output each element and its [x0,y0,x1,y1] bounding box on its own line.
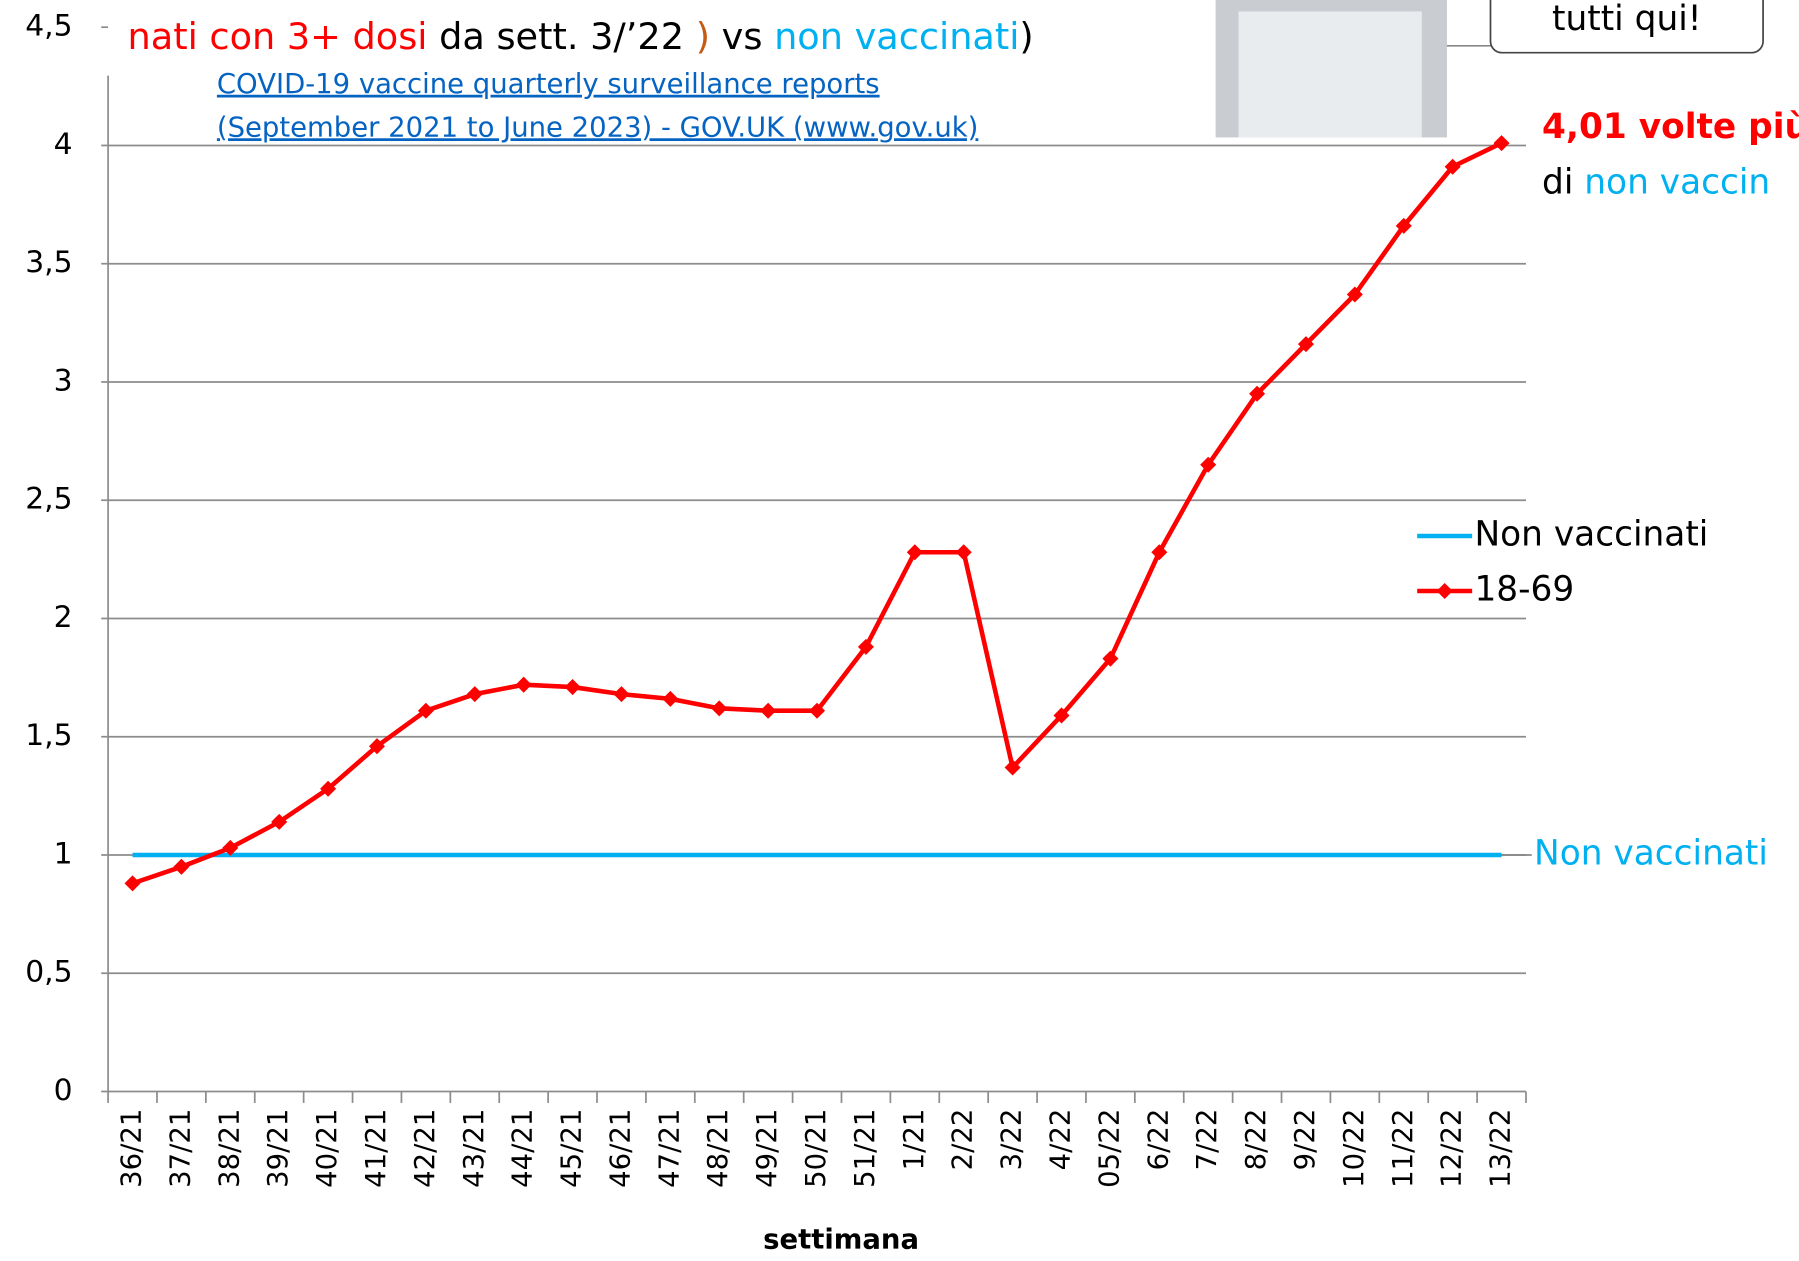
title-part: non vaccinati [774,14,1019,57]
data-marker [467,686,483,702]
data-marker [711,700,727,716]
data-marker [1494,135,1510,151]
y-tick-label: 1 [54,836,73,871]
x-axis-title: settimana [763,1223,919,1255]
x-tick-label: 44/21 [507,1109,539,1188]
title-part: vs [710,14,774,57]
title-part: ) [696,14,710,57]
x-tick-label: 13/22 [1485,1109,1517,1188]
annotation: di non vaccin [1542,162,1770,202]
annotation-part: non vaccin [1584,162,1770,202]
x-tick-label: 48/21 [702,1109,734,1188]
chart-title: nati con 3+ dosi da sett. 3/’22 ) vs non… [128,14,1034,57]
x-tick-label: 12/22 [1436,1109,1468,1188]
x-tick-label: 46/21 [604,1109,636,1188]
x-tick-label: 41/21 [360,1109,392,1188]
chart: tutti qui! settimana nati con 3+ dosi da… [0,0,1799,1261]
data-marker [173,859,189,875]
page: {"chart_data": { "type": "line", "title_… [0,0,1799,1261]
data-marker [125,875,141,891]
annotation: 4,01 volte più [1542,107,1799,147]
x-tick-label: 05/22 [1093,1109,1125,1188]
x-tick-label: 36/21 [116,1109,148,1188]
x-tick-label: 37/21 [164,1109,196,1188]
y-tick-label: 0,5 [25,955,72,990]
x-tick-label: 38/21 [213,1109,245,1188]
x-tick-label: 8/22 [1240,1109,1272,1171]
data-marker [565,679,581,695]
x-tick-label: 2/22 [947,1109,979,1171]
title-part: nati con 3+ dosi [128,14,428,57]
y-tick-label: 2 [54,600,73,635]
title-part: da sett. 3/’22 [427,14,695,57]
y-tick-label: 0 [54,1073,73,1108]
data-marker [516,677,532,693]
y-tick-label: 1,5 [25,718,72,753]
title-part: ) [1019,14,1033,57]
y-tick-label: 4 [54,127,73,162]
data-marker [613,686,629,702]
photo-detail [1239,11,1422,137]
annotation-part: di [1542,162,1584,202]
x-tick-label: 42/21 [409,1109,441,1188]
x-tick-label: 3/22 [996,1109,1028,1171]
x-tick-label: 10/22 [1338,1109,1370,1188]
source-link[interactable]: (September 2021 to June 2023) - GOV.UK (… [217,111,978,143]
y-tick-label: 3,5 [25,245,72,280]
y-tick-label: 4,5 [25,9,72,44]
y-tick-label: 3 [54,363,73,398]
reference-label: Non vaccinati [1534,833,1768,873]
data-marker [760,703,776,719]
x-tick-label: 6/22 [1142,1109,1174,1171]
legend-label: 18-69 [1474,569,1574,609]
x-tick-label: 7/22 [1191,1109,1223,1171]
y-tick-label: 2,5 [25,482,72,517]
series-line [133,143,1502,883]
x-tick-label: 45/21 [556,1109,588,1188]
legend-label: Non vaccinati [1474,515,1708,555]
x-tick-label: 39/21 [262,1109,294,1188]
x-tick-label: 43/21 [458,1109,490,1188]
x-tick-label: 49/21 [751,1109,783,1188]
data-marker [907,544,923,560]
x-tick-label: 11/22 [1387,1109,1419,1188]
x-tick-label: 50/21 [800,1109,832,1188]
data-marker [956,544,972,560]
legend-marker [1437,583,1453,599]
x-tick-label: 51/21 [849,1109,881,1188]
x-tick-label: 1/21 [898,1109,930,1171]
x-tick-label: 40/21 [311,1109,343,1188]
callout-text: tutti qui! [1552,0,1702,39]
data-marker [662,691,678,707]
x-tick-label: 4/22 [1045,1109,1077,1171]
x-tick-label: 9/22 [1289,1109,1321,1171]
x-tick-label: 47/21 [653,1109,685,1188]
source-link[interactable]: COVID-19 vaccine quarterly surveillance … [217,68,880,100]
